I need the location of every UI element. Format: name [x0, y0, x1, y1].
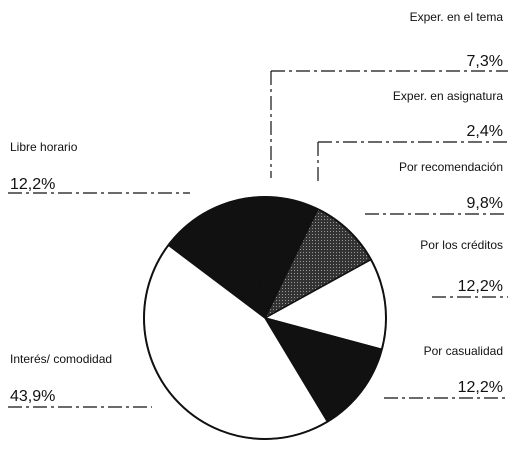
slice-value-label: 2,4%	[467, 123, 503, 140]
slice-value-label: 7,3%	[467, 53, 503, 70]
pie-outline	[143, 196, 387, 440]
slice-label: Interés/ comodidad	[10, 352, 112, 366]
slice-value-label: 43,9%	[10, 388, 55, 405]
slice-value-label: 12,2%	[458, 278, 503, 295]
slice-label: Exper. en asignatura	[393, 89, 503, 103]
slice-label: Por los créditos	[420, 238, 503, 252]
slice-value-label: 12,2%	[458, 379, 503, 396]
slice-label: Exper. en el tema	[410, 10, 504, 24]
slice-value-label: 9,8%	[467, 195, 503, 212]
slice-label: Por recomendación	[399, 160, 503, 174]
slice-label: Por casualidad	[424, 344, 503, 358]
slice-value-label: 12,2%	[10, 176, 55, 193]
slice-label: Libre horario	[10, 140, 78, 154]
